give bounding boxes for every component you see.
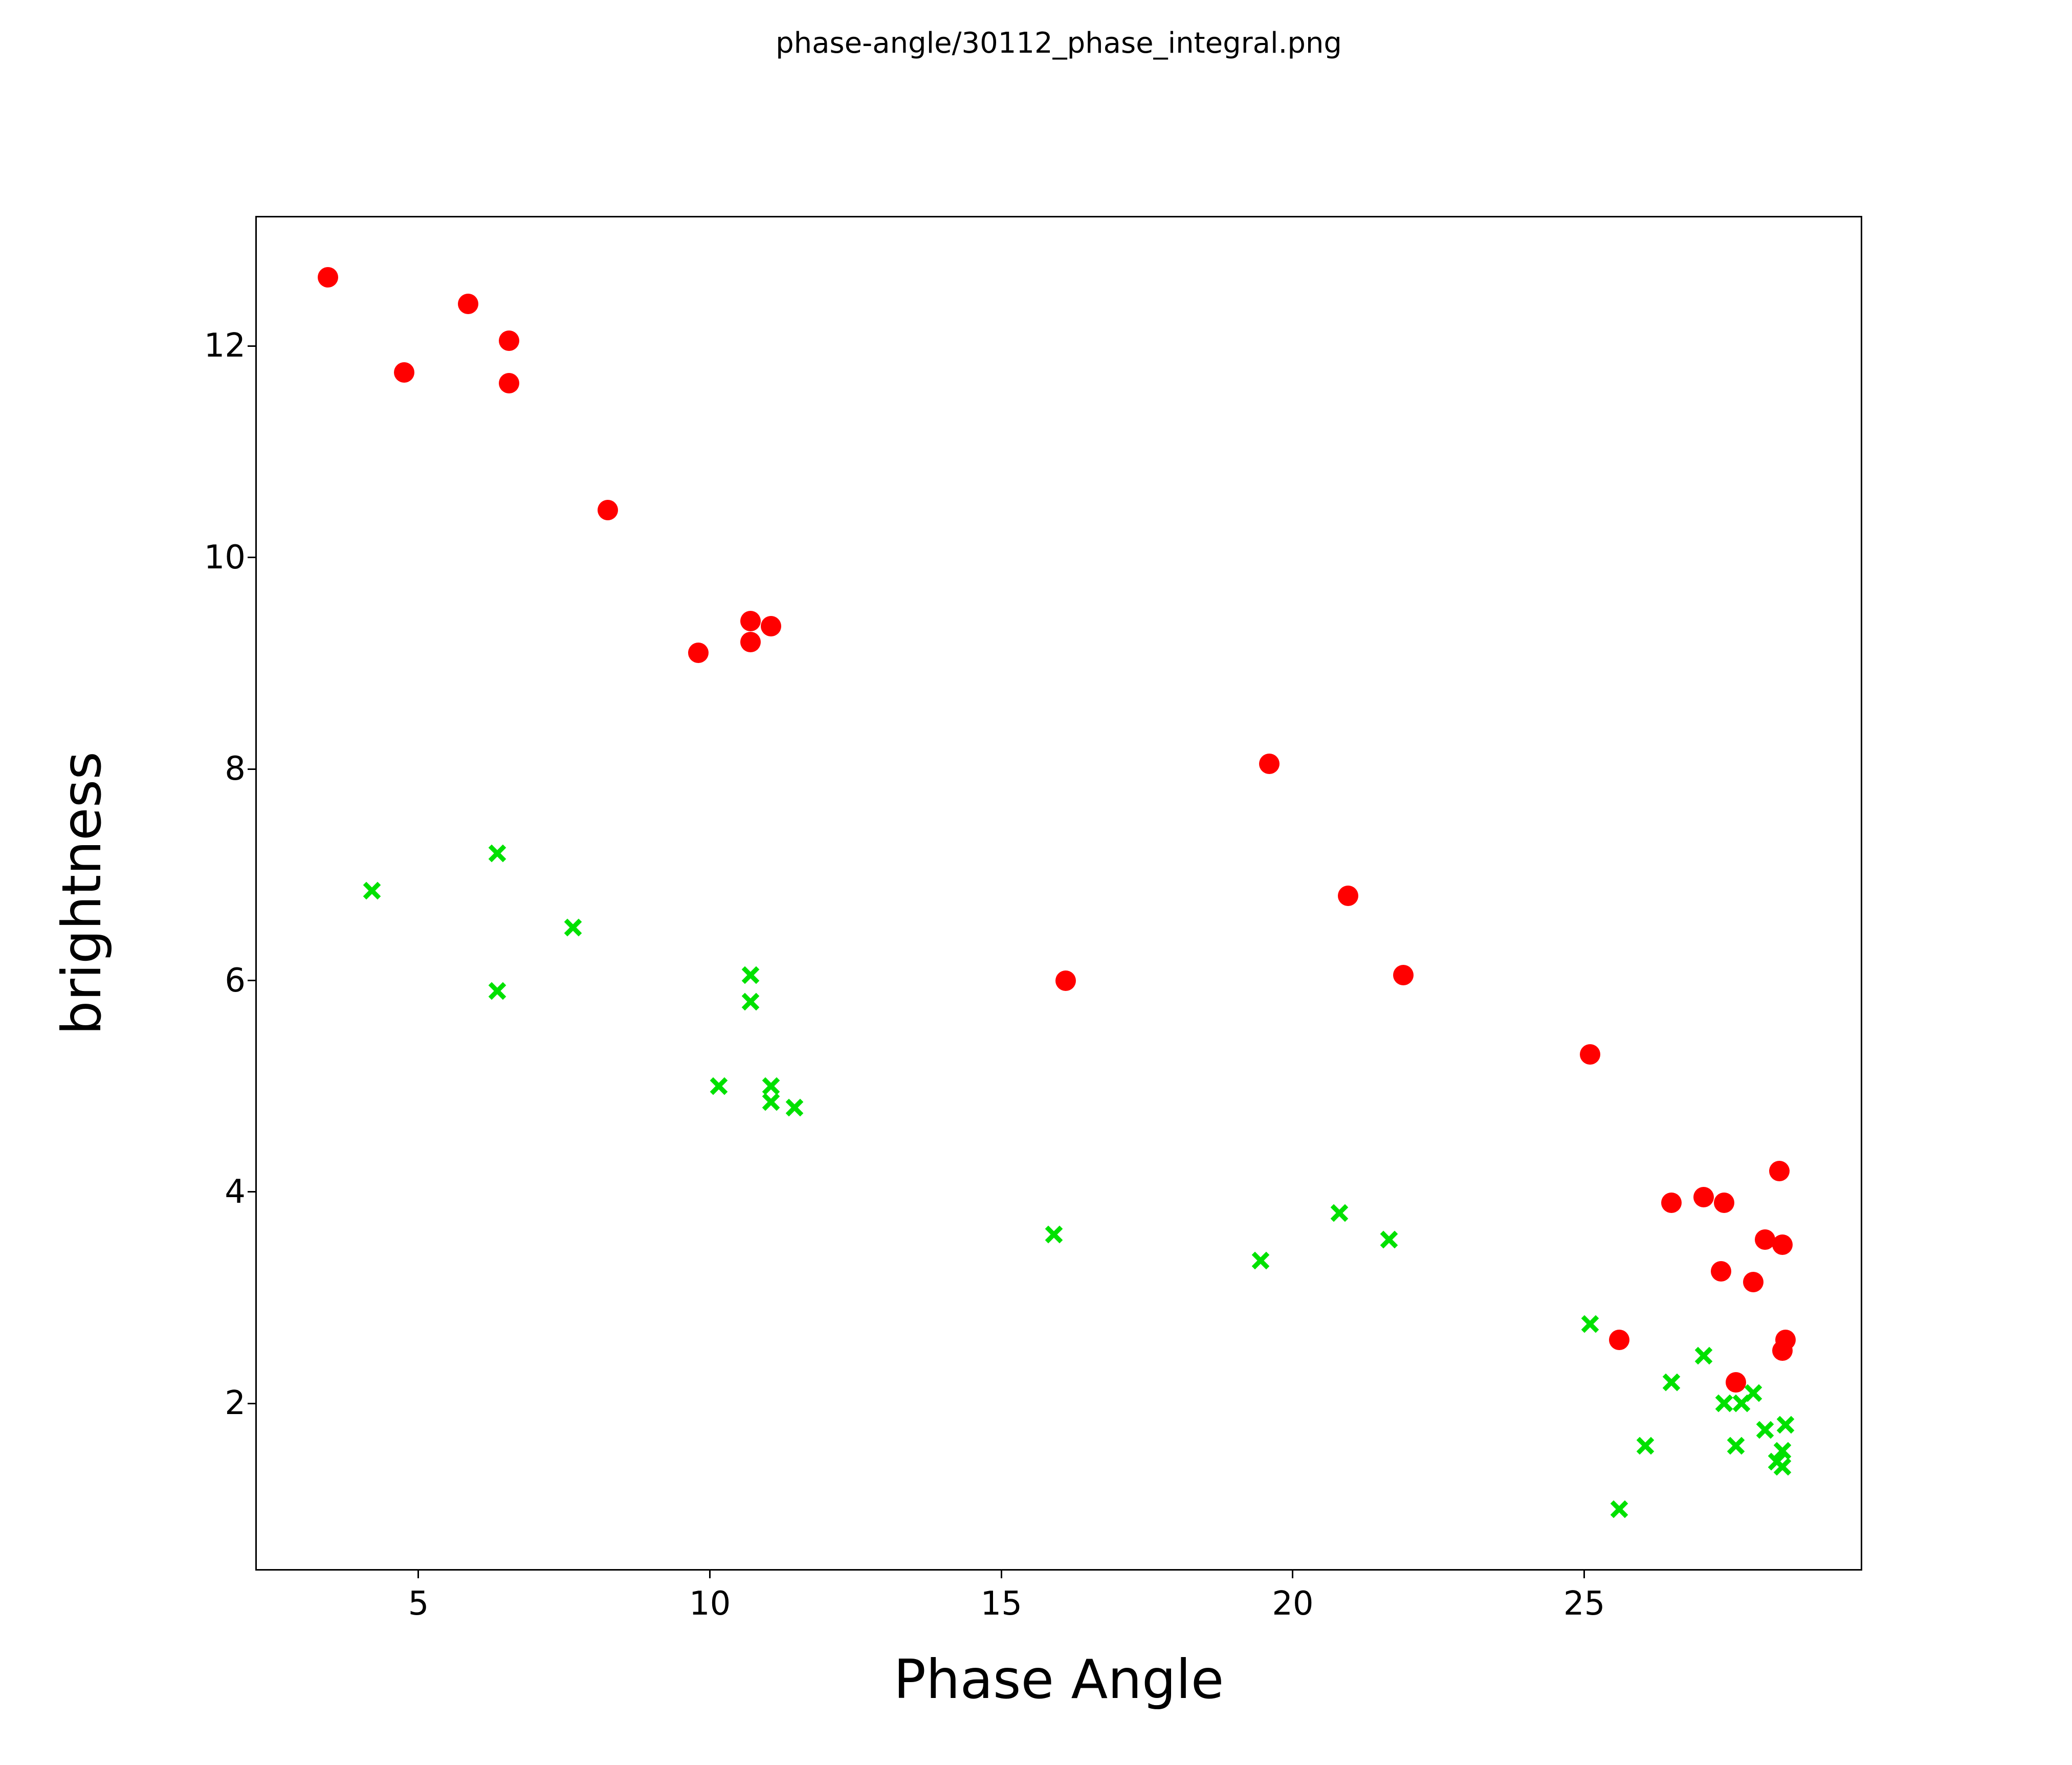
x-tick <box>1583 1571 1585 1578</box>
x-tick <box>417 1571 420 1578</box>
x-tick-label: 25 <box>1563 1585 1605 1623</box>
y-axis-label: brightness <box>51 752 113 1035</box>
data-point-red-circles <box>1661 1192 1682 1213</box>
data-point-green-crosses <box>1775 1415 1796 1435</box>
y-tick <box>248 768 255 770</box>
y-tick <box>248 345 255 347</box>
data-point-green-crosses <box>1044 1224 1064 1245</box>
data-point-green-crosses <box>1580 1314 1600 1334</box>
data-point-red-circles <box>1743 1271 1764 1292</box>
x-tick-label: 10 <box>689 1585 731 1623</box>
data-point-red-circles <box>761 616 782 637</box>
data-point-green-crosses <box>1755 1420 1775 1440</box>
data-point-red-circles <box>688 642 709 663</box>
data-point-green-crosses <box>1379 1229 1399 1250</box>
data-point-green-crosses <box>1693 1345 1714 1366</box>
data-point-green-crosses <box>487 981 508 1001</box>
y-tick <box>248 1402 255 1404</box>
data-point-red-circles <box>498 372 519 393</box>
data-point-red-circles <box>1579 1044 1600 1065</box>
data-point-green-crosses <box>487 843 508 864</box>
y-tick <box>248 557 255 559</box>
x-axis-label: Phase Angle <box>893 1648 1224 1711</box>
data-point-red-circles <box>1769 1160 1790 1181</box>
plot-area <box>255 216 1862 1571</box>
x-tick <box>1292 1571 1294 1578</box>
data-point-red-circles <box>318 267 339 288</box>
x-tick-label: 20 <box>1272 1585 1314 1623</box>
x-tick-label: 15 <box>980 1585 1022 1623</box>
data-point-red-circles <box>1608 1330 1629 1351</box>
data-point-red-circles <box>740 610 761 631</box>
data-point-green-crosses <box>740 965 761 985</box>
data-point-green-crosses <box>563 917 583 938</box>
data-point-red-circles <box>1393 965 1414 986</box>
data-point-red-circles <box>1713 1192 1734 1213</box>
data-point-red-circles <box>1772 1340 1793 1361</box>
x-tick <box>1000 1571 1002 1578</box>
data-point-green-crosses <box>709 1076 729 1096</box>
data-point-red-circles <box>1754 1229 1775 1250</box>
data-point-red-circles <box>1055 970 1076 991</box>
data-point-red-circles <box>498 330 519 351</box>
y-tick-label: 6 <box>225 961 246 1000</box>
x-tick-label: 5 <box>408 1585 429 1623</box>
y-tick <box>248 980 255 982</box>
y-tick-label: 12 <box>204 327 246 365</box>
data-point-green-crosses <box>1635 1436 1656 1456</box>
y-tick-label: 2 <box>225 1384 246 1423</box>
data-point-red-circles <box>1259 753 1280 774</box>
data-point-green-crosses <box>1743 1383 1764 1403</box>
x-tick <box>709 1571 711 1578</box>
data-point-green-crosses <box>1609 1499 1629 1519</box>
y-tick-label: 10 <box>204 538 246 577</box>
y-tick-label: 4 <box>225 1173 246 1211</box>
data-point-red-circles <box>393 362 414 383</box>
data-point-green-crosses <box>362 880 382 901</box>
data-point-green-crosses <box>740 991 761 1012</box>
data-point-red-circles <box>1711 1261 1732 1282</box>
data-point-green-crosses <box>1726 1436 1746 1456</box>
data-point-red-circles <box>1693 1187 1714 1208</box>
y-tick-label: 8 <box>225 750 246 788</box>
data-point-red-circles <box>740 632 761 653</box>
y-tick <box>248 1191 255 1193</box>
data-point-red-circles <box>1772 1234 1793 1255</box>
data-point-green-crosses <box>1250 1250 1271 1271</box>
data-point-green-crosses <box>1772 1457 1793 1477</box>
data-point-green-crosses <box>1329 1203 1350 1223</box>
data-point-red-circles <box>598 499 619 520</box>
data-point-green-crosses <box>761 1092 781 1112</box>
data-point-red-circles <box>1338 886 1359 907</box>
data-point-green-crosses <box>784 1097 805 1118</box>
chart-title: phase-angle/30112_phase_integral.png <box>776 27 1342 60</box>
data-point-red-circles <box>457 293 478 314</box>
data-point-green-crosses <box>1661 1372 1682 1393</box>
